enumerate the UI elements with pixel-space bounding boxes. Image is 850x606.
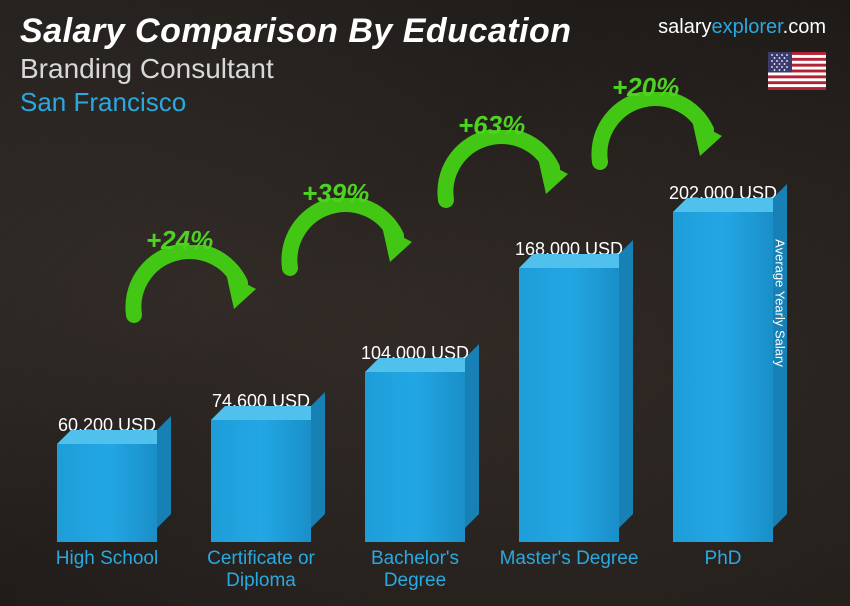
bar-category-label: PhD [705, 548, 742, 596]
bar [211, 420, 311, 542]
y-axis-label: Average Yearly Salary [773, 239, 788, 367]
brand-part3: .com [783, 16, 826, 38]
increment-arrow [434, 130, 574, 225]
bar-group: 104,000 USDBachelor's Degree [340, 343, 490, 596]
increment-arrow [278, 198, 418, 293]
bar-side-face [157, 416, 171, 528]
brand-logo: salaryexplorer.com [658, 16, 826, 39]
bar-front-face [519, 268, 619, 542]
bar-group: 74,600 USDCertificate or Diploma [186, 391, 336, 596]
bar-category-label: Master's Degree [500, 548, 639, 596]
arrow-icon [434, 130, 574, 220]
bar-category-label: Bachelor's Degree [340, 548, 490, 596]
bar-front-face [57, 444, 157, 542]
bar-front-face [365, 372, 465, 542]
bar [519, 268, 619, 542]
bar-side-face [619, 240, 633, 528]
arrow-icon [122, 245, 262, 335]
bar [365, 372, 465, 542]
bar-top-face [57, 430, 171, 444]
bar-category-label: Certificate or Diploma [186, 548, 336, 596]
increment-arrow [122, 245, 262, 340]
brand-part2: explorer [712, 16, 783, 38]
brand-part1: salary [658, 16, 711, 38]
bar [57, 444, 157, 542]
bar-side-face [465, 344, 479, 528]
increment-pct-label: +39% [302, 178, 369, 209]
arrow-icon [278, 198, 418, 288]
flag-icon [768, 52, 826, 90]
bar-front-face [673, 212, 773, 542]
location-label: San Francisco [20, 87, 830, 118]
bar-front-face [211, 420, 311, 542]
bar-top-face [211, 406, 325, 420]
bar-top-face [673, 198, 787, 212]
bar-group: 168,000 USDMaster's Degree [494, 239, 644, 596]
bar-side-face [311, 392, 325, 528]
bar-top-face [519, 254, 633, 268]
page-subtitle: Branding Consultant [20, 53, 830, 85]
bar [673, 212, 773, 542]
bar-top-face [365, 358, 479, 372]
bar-group: 60,200 USDHigh School [32, 415, 182, 596]
increment-pct-label: +24% [146, 225, 213, 256]
bar-category-label: High School [56, 548, 158, 596]
